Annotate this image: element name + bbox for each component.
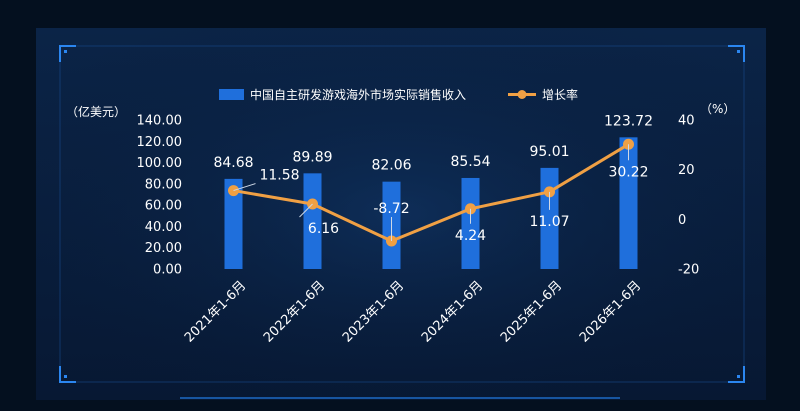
y-left-tick-label: 0.00 [153,263,182,278]
bar-value-label: 85.54 [450,154,490,170]
line-value-label: 4.24 [455,228,486,244]
corner-top-left [59,45,76,62]
bar-value-label: 82.06 [371,158,411,174]
corner-top-right [728,45,745,62]
y-right-tick-label: 20 [678,163,695,178]
legend-bar-label: 中国自主研发游戏海外市场实际销售收入 [250,87,466,102]
corner-dot [737,375,740,378]
y-left-tick-label: 140.00 [137,114,183,129]
y-left-tick-label: 40.00 [145,220,182,235]
y-right-tick-label: 0 [678,213,686,228]
y-right-tick-label: 40 [678,114,695,129]
y-right-tick-label: -20 [678,263,699,278]
legend-bar-swatch [219,89,244,100]
line-label-leader [299,203,313,218]
corner-dot [64,375,67,378]
legend: 中国自主研发游戏海外市场实际销售收入 增长率 [219,87,578,102]
y-left-tick-label: 80.00 [145,177,182,192]
growth-line [233,143,630,243]
y-left-axis-title: （亿美元） [66,104,126,119]
bar-data-labels: 84.68 89.89 82.06 85.54 95.01 123.72 [213,113,653,173]
bar-value-label: 123.72 [604,113,653,129]
corner-bottom-left [59,366,76,383]
corner-dot [64,50,67,53]
line-label-leader [233,183,256,192]
line-value-label: 11.07 [529,214,569,230]
bar [619,137,638,269]
bar [303,173,322,269]
line-value-label: 6.16 [308,221,339,237]
bar-value-label: 89.89 [292,149,332,165]
legend-line-marker [517,90,527,99]
bar [224,178,243,269]
y-right-axis: -20 0 20 40 [678,114,699,278]
line-value-label: -8.72 [373,201,409,217]
y-right-axis-title: （%） [700,102,735,116]
line-value-label: 30.22 [608,164,648,180]
legend-line-label: 增长率 [542,87,578,102]
inner-frame [59,45,745,383]
y-left-axis: 0.00 20.00 40.00 60.00 80.00 100.00 120.00 140.… [137,114,183,278]
corner-brackets [59,45,745,383]
line-value-label: 11.58 [259,168,299,184]
line-data-labels: 11.58 6.16 -8.72 4.24 11.07 30.22 [233,144,649,244]
y-left-tick-label: 20.00 [145,241,182,256]
bar-value-label: 95.01 [529,144,569,160]
corner-dots [64,50,740,378]
panel-glow [36,28,766,400]
corner-dot [737,50,740,53]
bar-value-label: 84.68 [213,155,253,171]
y-left-tick-label: 60.00 [145,199,182,214]
y-left-tick-label: 120.00 [137,135,183,150]
corner-bottom-right [728,366,745,383]
y-left-tick-label: 100.00 [137,156,183,171]
